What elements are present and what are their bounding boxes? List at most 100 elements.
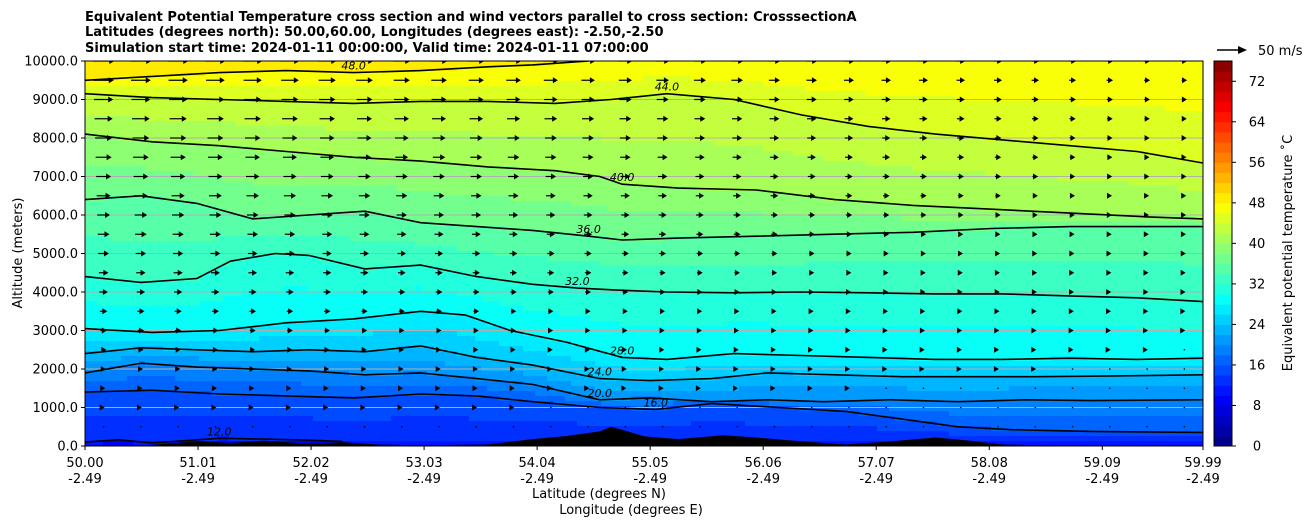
field-cell <box>469 241 476 247</box>
field-cell <box>379 176 386 182</box>
field-cell <box>211 291 218 297</box>
field-cell <box>361 111 368 117</box>
field-cell <box>145 266 152 272</box>
field-cell <box>253 396 260 402</box>
field-cell <box>421 236 428 242</box>
field-cell <box>283 76 290 82</box>
field-cell <box>373 406 380 412</box>
field-cell <box>139 141 146 147</box>
field-cell <box>145 431 152 437</box>
field-cell <box>277 266 284 272</box>
field-cell <box>409 171 416 177</box>
field-cell <box>121 216 128 222</box>
field-cell <box>205 396 212 402</box>
field-cell <box>361 426 368 432</box>
field-cell <box>451 301 458 307</box>
field-cell <box>295 161 302 167</box>
field-cell <box>163 276 170 282</box>
field-cell <box>181 226 188 232</box>
field-cell <box>133 386 140 392</box>
field-cell <box>91 256 98 262</box>
field-cell <box>289 61 296 67</box>
field-cell <box>427 121 434 127</box>
field-cell <box>103 296 110 302</box>
field-cell <box>85 311 92 317</box>
field-cell <box>217 376 224 382</box>
field-cell <box>229 411 236 417</box>
field-cell <box>229 171 236 177</box>
field-cell <box>403 266 410 272</box>
field-cell <box>283 171 290 177</box>
field-cell <box>205 426 212 432</box>
field-cell <box>169 301 176 307</box>
field-cell <box>289 336 296 342</box>
field-cell <box>223 136 230 142</box>
field-cell <box>181 81 188 87</box>
field-cell <box>331 301 338 307</box>
field-cell <box>307 346 314 352</box>
field-cell <box>247 171 254 177</box>
field-cell <box>373 376 380 382</box>
field-cell <box>109 376 116 382</box>
field-cell <box>313 381 320 387</box>
field-cell <box>205 406 212 412</box>
field-cell <box>325 236 332 242</box>
field-cell <box>121 291 128 297</box>
field-cell <box>169 271 176 277</box>
field-cell <box>115 436 122 442</box>
field-cell <box>259 246 266 252</box>
field-cell <box>283 86 290 92</box>
field-cell <box>463 166 470 172</box>
field-cell <box>199 331 206 337</box>
field-cell <box>127 256 134 262</box>
field-cell <box>451 216 458 222</box>
field-cell <box>187 331 194 337</box>
field-cell <box>331 346 338 352</box>
field-cell <box>151 111 158 117</box>
field-cell <box>319 206 326 212</box>
field-cell <box>253 376 260 382</box>
field-cell <box>415 136 422 142</box>
field-cell <box>295 386 302 392</box>
field-cell <box>361 371 368 377</box>
field-cell <box>259 156 266 162</box>
field-cell <box>421 231 428 237</box>
field-cell <box>223 146 230 152</box>
field-cell <box>109 106 116 112</box>
field-cell <box>229 221 236 227</box>
field-cell <box>307 246 314 252</box>
field-cell <box>181 241 188 247</box>
field-cell <box>295 171 302 177</box>
field-cell <box>313 221 320 227</box>
field-cell <box>409 226 416 232</box>
field-cell <box>391 81 398 87</box>
field-cell <box>151 391 158 397</box>
field-cell <box>337 336 344 342</box>
field-cell <box>331 286 338 292</box>
field-cell <box>445 406 452 412</box>
field-cell <box>295 326 302 332</box>
field-cell <box>349 386 356 392</box>
field-cell <box>337 191 344 197</box>
field-cell <box>325 376 332 382</box>
field-cell <box>439 426 446 432</box>
field-cell <box>445 131 452 137</box>
field-cell <box>229 336 236 342</box>
field-cell <box>199 291 206 297</box>
field-cell <box>133 276 140 282</box>
field-cell <box>283 181 290 187</box>
field-cell <box>403 91 410 97</box>
field-cell <box>457 151 464 157</box>
field-cell <box>433 121 440 127</box>
field-cell <box>163 131 170 137</box>
field-cell <box>403 326 410 332</box>
field-cell <box>361 286 368 292</box>
field-cell <box>355 201 362 207</box>
field-cell <box>439 281 446 287</box>
field-cell <box>187 206 194 212</box>
field-cell <box>361 361 368 367</box>
field-cell <box>115 361 122 367</box>
field-cell <box>265 396 272 402</box>
field-cell <box>109 101 116 107</box>
